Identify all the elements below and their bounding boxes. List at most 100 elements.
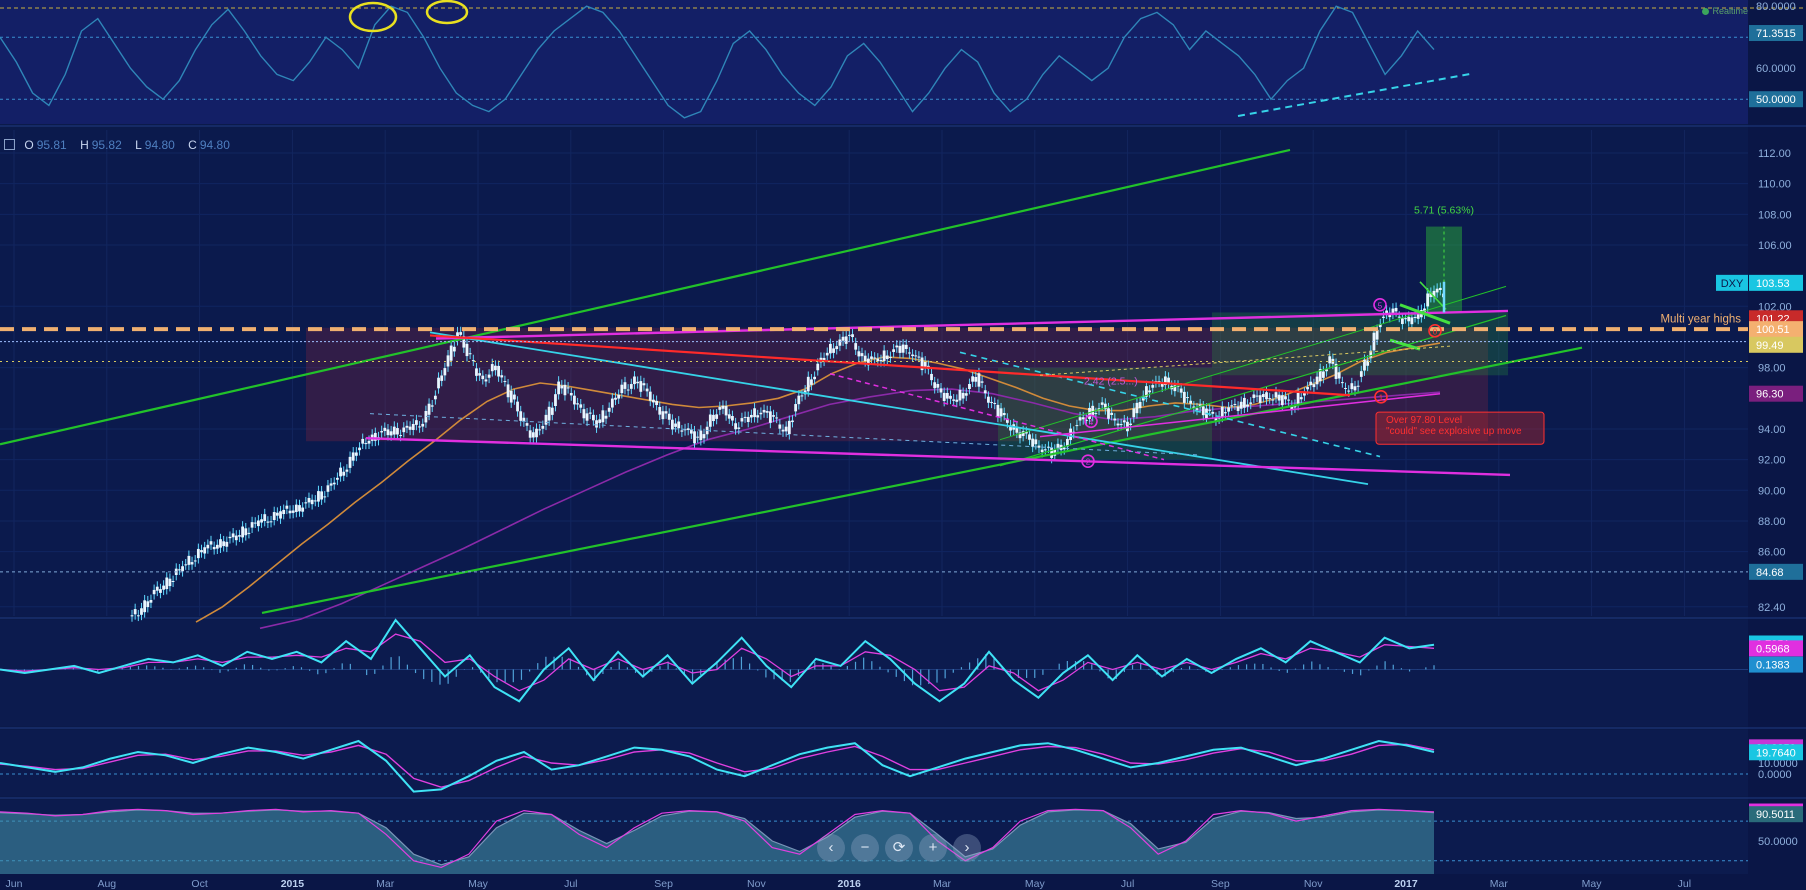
rsi-price-label: 50.0000: [1756, 94, 1796, 106]
candle-body: [917, 356, 921, 358]
candle-body: [193, 560, 197, 562]
candle-body: [949, 395, 952, 399]
candle-body: [200, 550, 203, 553]
candle-body: [1186, 397, 1189, 399]
candle-body: [1107, 408, 1110, 419]
price-y-tick: 106.00: [1758, 240, 1792, 252]
wave-marker: [1428, 324, 1442, 338]
candle-body: [364, 443, 368, 445]
candle-body: [1066, 438, 1069, 447]
zoom-out-button[interactable]: −: [851, 834, 879, 862]
candle-body: [857, 351, 861, 357]
x-tick-label: Aug: [97, 878, 116, 890]
candle-body: [933, 382, 937, 389]
candle-body: [288, 510, 292, 514]
reset-button[interactable]: ⟳: [885, 834, 913, 862]
candle-body: [557, 381, 561, 395]
candle-body: [810, 379, 813, 385]
candle-body: [1413, 316, 1417, 318]
candle-body: [1018, 432, 1022, 439]
candle-body: [958, 389, 962, 401]
candle-body: [604, 415, 608, 419]
candle-body: [285, 505, 289, 509]
ohlc-high-value: 95.82: [91, 138, 122, 152]
candle-body: [140, 608, 143, 615]
magenta-support-line: [365, 436, 1511, 477]
candle-body: [983, 390, 987, 394]
zoom-in-button[interactable]: +: [919, 834, 947, 862]
magenta-inner-line: [1039, 392, 1441, 438]
scroll-right-button[interactable]: ›: [953, 834, 981, 862]
candle-body: [500, 375, 504, 378]
candle-body: [1084, 419, 1088, 421]
candle-body: [762, 409, 766, 413]
candle-body: [696, 436, 700, 438]
candle-body: [1100, 402, 1104, 405]
candle-body: [1429, 292, 1433, 298]
candle-body: [345, 469, 349, 472]
price-label: DXY: [1721, 278, 1744, 290]
candle-body: [800, 395, 804, 397]
ohlc-high-key: H: [80, 138, 89, 152]
candle-body: [187, 555, 191, 565]
candle-body: [664, 411, 668, 414]
legend-toggle-icon[interactable]: [4, 139, 15, 150]
candle-body: [712, 414, 715, 422]
candle-body: [1163, 376, 1167, 386]
candle-body: [724, 406, 728, 416]
multi-year-highs-label: Multi year highs: [1660, 313, 1741, 325]
candle-body: [911, 354, 914, 357]
candle-body: [1404, 318, 1407, 320]
candle-body: [1309, 381, 1313, 386]
candle-body: [996, 404, 1000, 417]
candle-body: [617, 394, 621, 399]
candle-body: [317, 491, 320, 502]
green-flag-line: [1399, 303, 1451, 325]
candle-body: [1122, 420, 1126, 423]
candle-body: [162, 585, 166, 590]
candle-body: [601, 410, 605, 423]
price-label-bg: [1749, 336, 1803, 353]
candle-body: [1277, 394, 1281, 401]
candle-body: [1157, 381, 1161, 383]
price-label-bg: [1749, 385, 1803, 402]
candle-body: [863, 355, 867, 362]
x-tick-label: Sep: [654, 878, 673, 890]
scroll-left-button[interactable]: ‹: [817, 834, 845, 862]
candle-body: [133, 609, 137, 615]
candle-body: [670, 419, 674, 430]
candle-body: [1363, 359, 1366, 371]
candle-body: [787, 420, 791, 435]
candle-body: [1160, 383, 1164, 387]
candle-body: [320, 491, 324, 500]
magenta-resistance-line: [435, 309, 1509, 340]
candle-body: [1255, 395, 1259, 397]
candle-body: [437, 377, 440, 389]
candle-body: [693, 431, 696, 444]
green-target-box: [1212, 312, 1508, 376]
candle-body: [576, 403, 579, 405]
candle-body: [746, 416, 750, 423]
candle-body: [503, 381, 507, 383]
candle-body: [1031, 438, 1035, 447]
rsi-price-label-bg: [1749, 25, 1803, 42]
candle-body: [339, 467, 342, 477]
candle-body: [1182, 391, 1186, 403]
candle-body: [677, 421, 681, 429]
candle-body: [1173, 385, 1177, 392]
osc-panel-bg: [0, 730, 1748, 796]
candle-body: [354, 452, 358, 456]
candle-body: [791, 420, 794, 423]
candle-body: [1280, 395, 1284, 406]
candle-body: [680, 430, 684, 432]
candle-body: [449, 345, 453, 361]
candle-body: [358, 447, 361, 451]
x-tick-label: 2015: [281, 878, 305, 890]
candle-body: [1091, 405, 1095, 416]
candle-body: [1028, 434, 1031, 440]
candle-body: [1347, 390, 1351, 392]
osc-price-label: 19.7640: [1756, 747, 1796, 759]
candle-body: [1359, 371, 1363, 377]
candle-body: [566, 387, 570, 389]
